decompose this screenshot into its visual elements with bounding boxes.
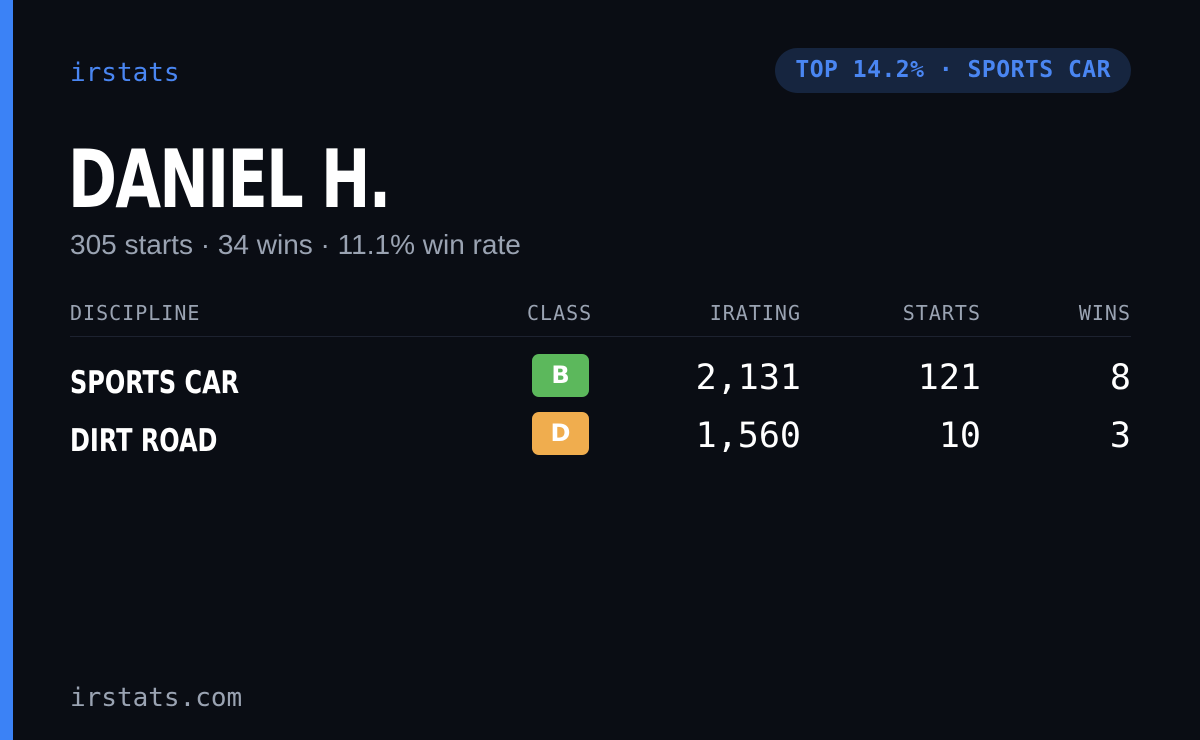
starts-value: 121: [917, 358, 981, 398]
irating-value: 1,560: [695, 416, 801, 456]
rank-badge: TOP 14.2% · SPORTS CAR: [775, 48, 1131, 93]
stats-table: DISCIPLINE CLASS IRATING STARTS WINS SPO…: [70, 296, 1131, 459]
header-class: CLASS: [527, 301, 593, 325]
brand-logo[interactable]: irstats: [70, 58, 180, 88]
header-starts: STARTS: [902, 301, 981, 325]
wins-value: 8: [1109, 358, 1131, 398]
footer-url[interactable]: irstats.com: [70, 683, 243, 713]
discipline-label: SPORTS CAR: [70, 365, 240, 401]
driver-name: DANIEL H.: [68, 133, 391, 226]
table-row: SPORTS CAR B 2,131 121 8: [70, 337, 1131, 401]
class-badge: B: [532, 354, 589, 397]
header-discipline: DISCIPLINE: [70, 301, 201, 325]
wins-value: 3: [1109, 416, 1131, 456]
header-wins: WINS: [1078, 301, 1131, 325]
table-header: DISCIPLINE CLASS IRATING STARTS WINS: [70, 296, 1131, 337]
header-irating: IRATING: [709, 301, 801, 325]
driver-summary: 305 starts · 34 wins · 11.1% win rate: [70, 229, 521, 260]
table-row: DIRT ROAD D 1,560 10 3: [70, 395, 1131, 459]
class-badge: D: [532, 412, 589, 455]
accent-bar: [0, 0, 13, 740]
discipline-label: DIRT ROAD: [70, 423, 218, 459]
irating-value: 2,131: [695, 358, 801, 398]
starts-value: 10: [938, 416, 981, 456]
